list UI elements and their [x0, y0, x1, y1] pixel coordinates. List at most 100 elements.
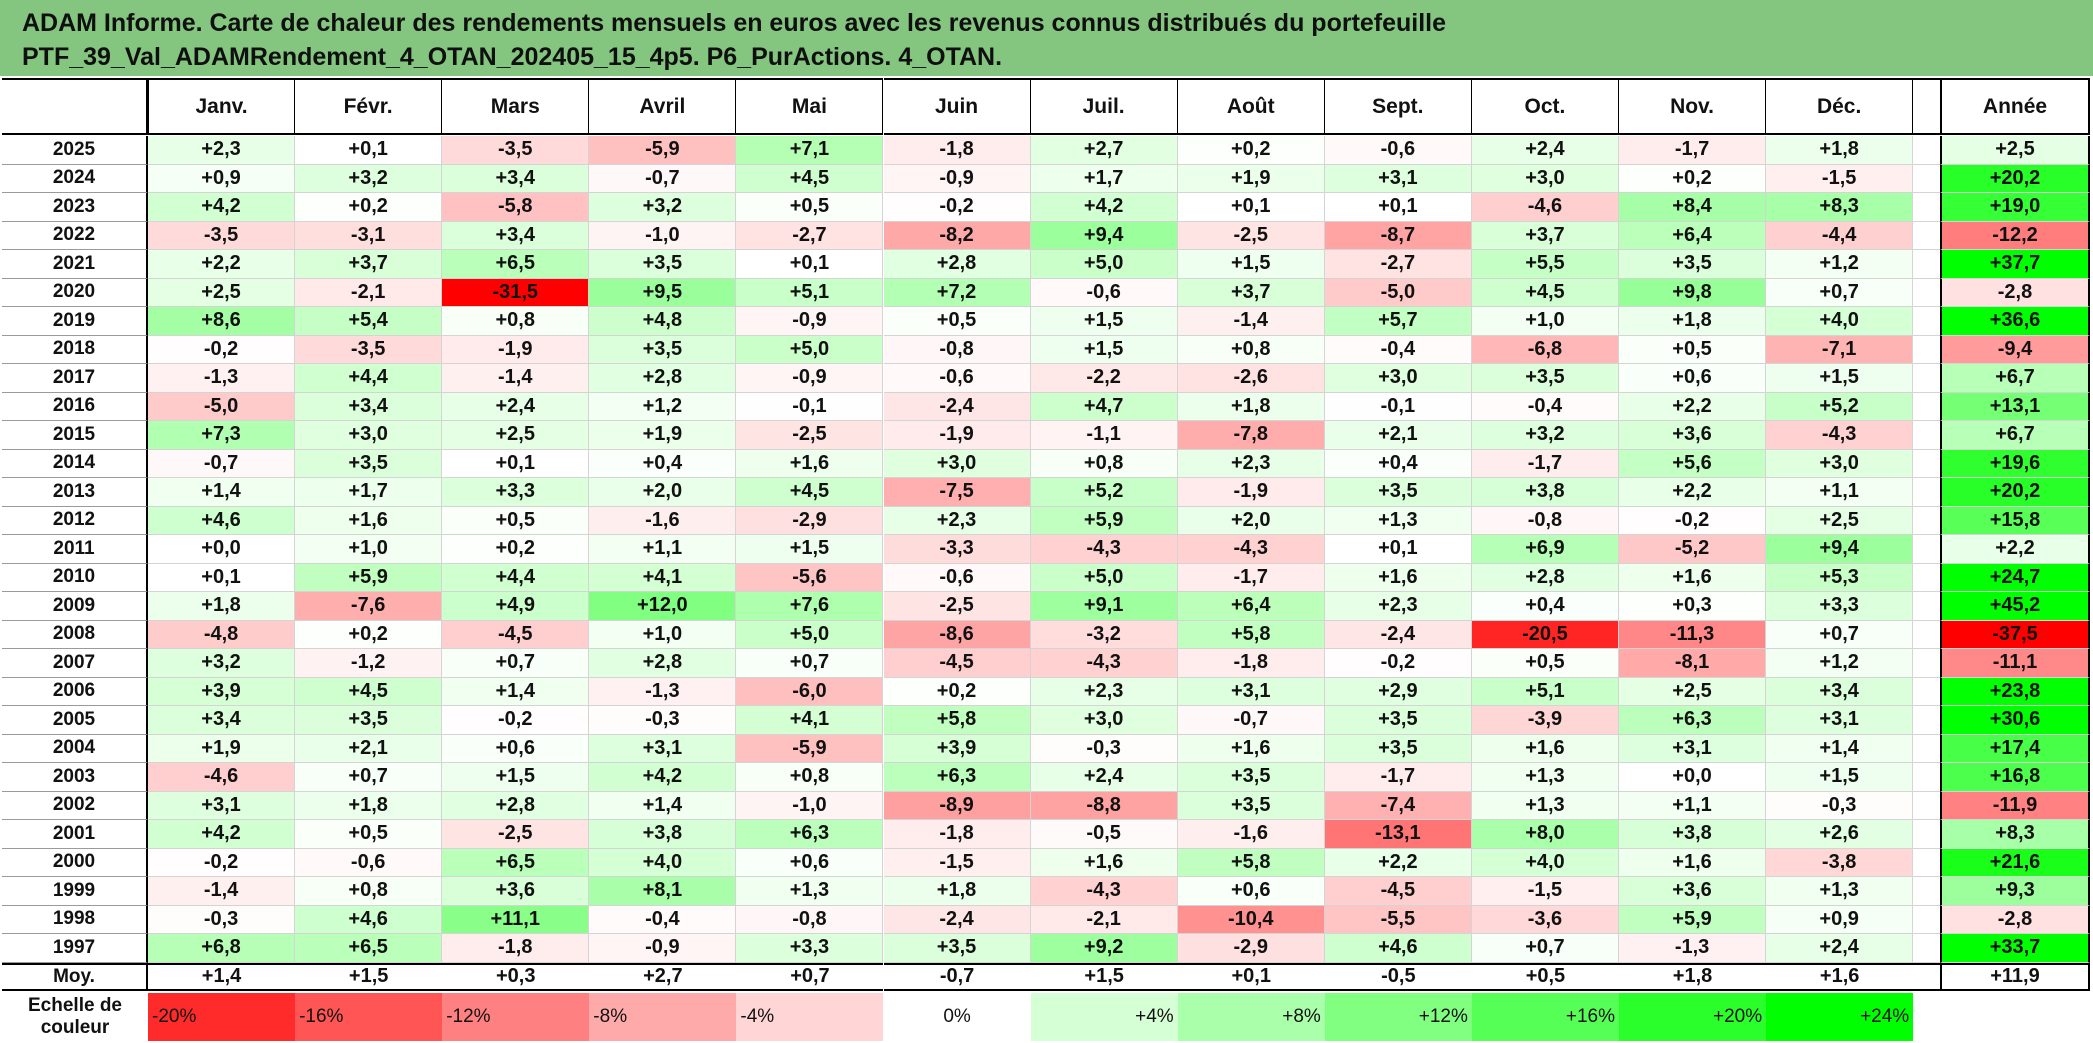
heatmap-cell: -1,3 — [1619, 934, 1767, 963]
heatmap-cell: +0,1 — [736, 250, 884, 279]
annual-cell: +8,3 — [1940, 820, 2090, 849]
year-label: 2015 — [2, 421, 148, 450]
heatmap-cell: +0,1 — [148, 563, 296, 592]
heatmap-cell: +0,5 — [295, 820, 443, 849]
heatmap-cell: +0,4 — [589, 449, 737, 478]
heatmap-cell: +8,1 — [589, 877, 737, 906]
heatmap-cell: -4,3 — [1177, 535, 1325, 564]
heatmap-cell: +3,4 — [442, 164, 590, 193]
year-label: 2016 — [2, 392, 148, 421]
heatmap-cell: +0,4 — [1471, 592, 1619, 621]
heatmap-cell: +1,9 — [589, 421, 737, 450]
heatmap-cell: -0,3 — [148, 905, 296, 934]
average-cell: +1,4 — [148, 962, 296, 991]
heatmap-cell: +2,2 — [1324, 848, 1472, 877]
heatmap-cell: +2,3 — [148, 136, 296, 165]
heatmap-cell: +6,8 — [148, 934, 296, 963]
annual-cell: +6,7 — [1940, 364, 2090, 393]
heatmap-cell: +3,0 — [295, 421, 443, 450]
column-header: Mai — [736, 78, 884, 135]
year-label: 2024 — [2, 164, 148, 193]
column-header: Nov. — [1619, 78, 1767, 135]
heatmap-cell: -6,0 — [736, 677, 884, 706]
heatmap-cell: +0,6 — [1177, 877, 1325, 906]
separator-cell — [1913, 193, 1940, 222]
heatmap-cell: -3,3 — [883, 535, 1031, 564]
heatmap-cell: -1,8 — [442, 934, 590, 963]
heatmap-cell: +5,1 — [736, 278, 884, 307]
heatmap-cell: -0,2 — [148, 335, 296, 364]
heatmap-cell: -1,8 — [883, 820, 1031, 849]
heatmap-cell: +0,6 — [736, 848, 884, 877]
heatmap-cell: -1,0 — [736, 791, 884, 820]
separator-cell — [1913, 478, 1940, 507]
year-label: 2005 — [2, 706, 148, 735]
heatmap-cell: +1,3 — [1471, 763, 1619, 792]
heatmap-cell: +11,1 — [442, 905, 590, 934]
heatmap-cell: -5,0 — [1324, 278, 1472, 307]
heatmap-cell: -7,5 — [883, 478, 1031, 507]
year-label: 2006 — [2, 677, 148, 706]
heatmap-cell: +1,5 — [1766, 364, 1914, 393]
heatmap-cell: +2,3 — [1177, 449, 1325, 478]
heatmap-cell: +2,5 — [1766, 506, 1914, 535]
heatmap-cell: -4,5 — [883, 649, 1031, 678]
heatmap-cell: +4,1 — [736, 706, 884, 735]
heatmap-cell: -0,7 — [1177, 706, 1325, 735]
heatmap-cell: +1,1 — [1766, 478, 1914, 507]
annual-header: Année — [1940, 78, 2090, 135]
heatmap-cell: +3,2 — [589, 193, 737, 222]
heatmap-cell: +3,1 — [1177, 677, 1325, 706]
heatmap-cell: +5,9 — [295, 563, 443, 592]
annual-cell: +21,6 — [1940, 848, 2090, 877]
heatmap-cell: +5,2 — [1030, 478, 1178, 507]
heatmap-cell: -2,4 — [883, 392, 1031, 421]
heatmap-cell: +0,1 — [1324, 193, 1472, 222]
heatmap-cell: -8,1 — [1619, 649, 1767, 678]
heatmap-cell: +0,6 — [1619, 364, 1767, 393]
heatmap-cell: +1,6 — [1177, 734, 1325, 763]
heatmap-cell: +1,6 — [1619, 848, 1767, 877]
heatmap-cell: +3,5 — [883, 934, 1031, 963]
heatmap-cell: +5,6 — [1619, 449, 1767, 478]
heatmap-cell: -3,1 — [295, 221, 443, 250]
heatmap-cell: +2,8 — [442, 791, 590, 820]
heatmap-cell: +5,4 — [295, 307, 443, 336]
legend-swatch: -20% — [148, 993, 296, 1041]
annual-cell: +2,5 — [1940, 136, 2090, 165]
heatmap-cell: -0,3 — [1766, 791, 1914, 820]
heatmap-cell: +3,5 — [1177, 791, 1325, 820]
heatmap-cell: +3,7 — [295, 250, 443, 279]
heatmap-cell: +0,7 — [1471, 934, 1619, 963]
heatmap-cell: +1,4 — [148, 478, 296, 507]
year-label: 2010 — [2, 563, 148, 592]
separator-cell — [1913, 934, 1940, 963]
heatmap-cell: +4,4 — [295, 364, 443, 393]
legend-swatch: +8% — [1177, 993, 1325, 1041]
year-label: 1999 — [2, 877, 148, 906]
average-separator — [1913, 962, 1940, 991]
annual-cell: -11,1 — [1940, 649, 2090, 678]
heatmap-cell: +3,0 — [883, 449, 1031, 478]
heatmap-cell: -5,9 — [736, 734, 884, 763]
heatmap-cell: +2,4 — [1766, 934, 1914, 963]
heatmap-cell: +1,5 — [442, 763, 590, 792]
heatmap-cell: +5,5 — [1471, 250, 1619, 279]
heatmap-cell: -2,4 — [883, 905, 1031, 934]
heatmap-cell: +1,3 — [1471, 791, 1619, 820]
heatmap-cell: +3,6 — [442, 877, 590, 906]
annual-cell: +37,7 — [1940, 250, 2090, 279]
heatmap-cell: -0,1 — [736, 392, 884, 421]
heatmap-cell: +1,7 — [1030, 164, 1178, 193]
average-cell: +0,5 — [1471, 962, 1619, 991]
heatmap-cell: +6,5 — [442, 848, 590, 877]
heatmap-cell: +2,4 — [442, 392, 590, 421]
heatmap-cell: +9,4 — [1030, 221, 1178, 250]
heatmap-cell: +3,9 — [148, 677, 296, 706]
annual-cell: +45,2 — [1940, 592, 2090, 621]
heatmap-cell: +3,4 — [1766, 677, 1914, 706]
column-header: Avril — [589, 78, 737, 135]
heatmap-cell: -0,1 — [1324, 392, 1472, 421]
heatmap-cell: -4,6 — [148, 763, 296, 792]
